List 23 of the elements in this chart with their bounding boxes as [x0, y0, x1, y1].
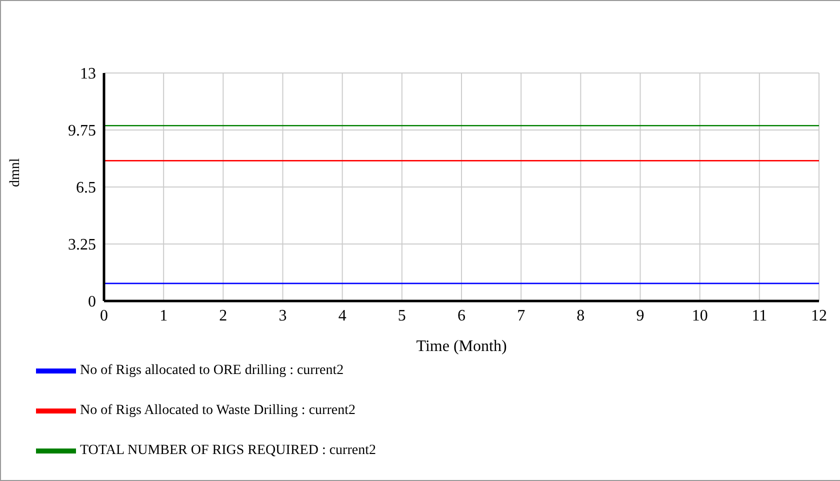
y-tick-label: 6.5 [76, 180, 96, 197]
x-tick-label: 4 [338, 307, 346, 324]
x-tick-label: 12 [811, 307, 827, 324]
x-tick-label: 10 [692, 307, 708, 324]
x-tick-label: 11 [752, 307, 768, 324]
legend-label: TOTAL NUMBER OF RIGS REQUIRED : current2 [80, 443, 376, 458]
x-tick-label: 1 [160, 307, 168, 324]
x-tick-label: 7 [517, 307, 526, 324]
x-tick-label: 8 [576, 307, 585, 324]
y-tick-label: 9.75 [68, 122, 96, 140]
y-axis-title: dmnl [8, 158, 23, 187]
x-axis-title: Time (Month) [416, 338, 507, 355]
x-tick-label: 6 [458, 307, 466, 324]
x-tick-label: 5 [398, 307, 406, 324]
y-tick-label: 13 [80, 66, 96, 83]
x-tick-label: 2 [219, 307, 228, 324]
legend-label: No of Rigs Allocated to Waste Drilling : current2 [80, 403, 356, 418]
y-tick-label: 0 [88, 294, 96, 311]
y-tick-label: 3.25 [68, 236, 96, 254]
x-tick-label: 0 [100, 307, 108, 324]
x-tick-label: 9 [636, 307, 644, 324]
legend-label: No of Rigs allocated to ORE drilling : current2 [80, 363, 344, 378]
x-tick-label: 3 [278, 307, 287, 324]
